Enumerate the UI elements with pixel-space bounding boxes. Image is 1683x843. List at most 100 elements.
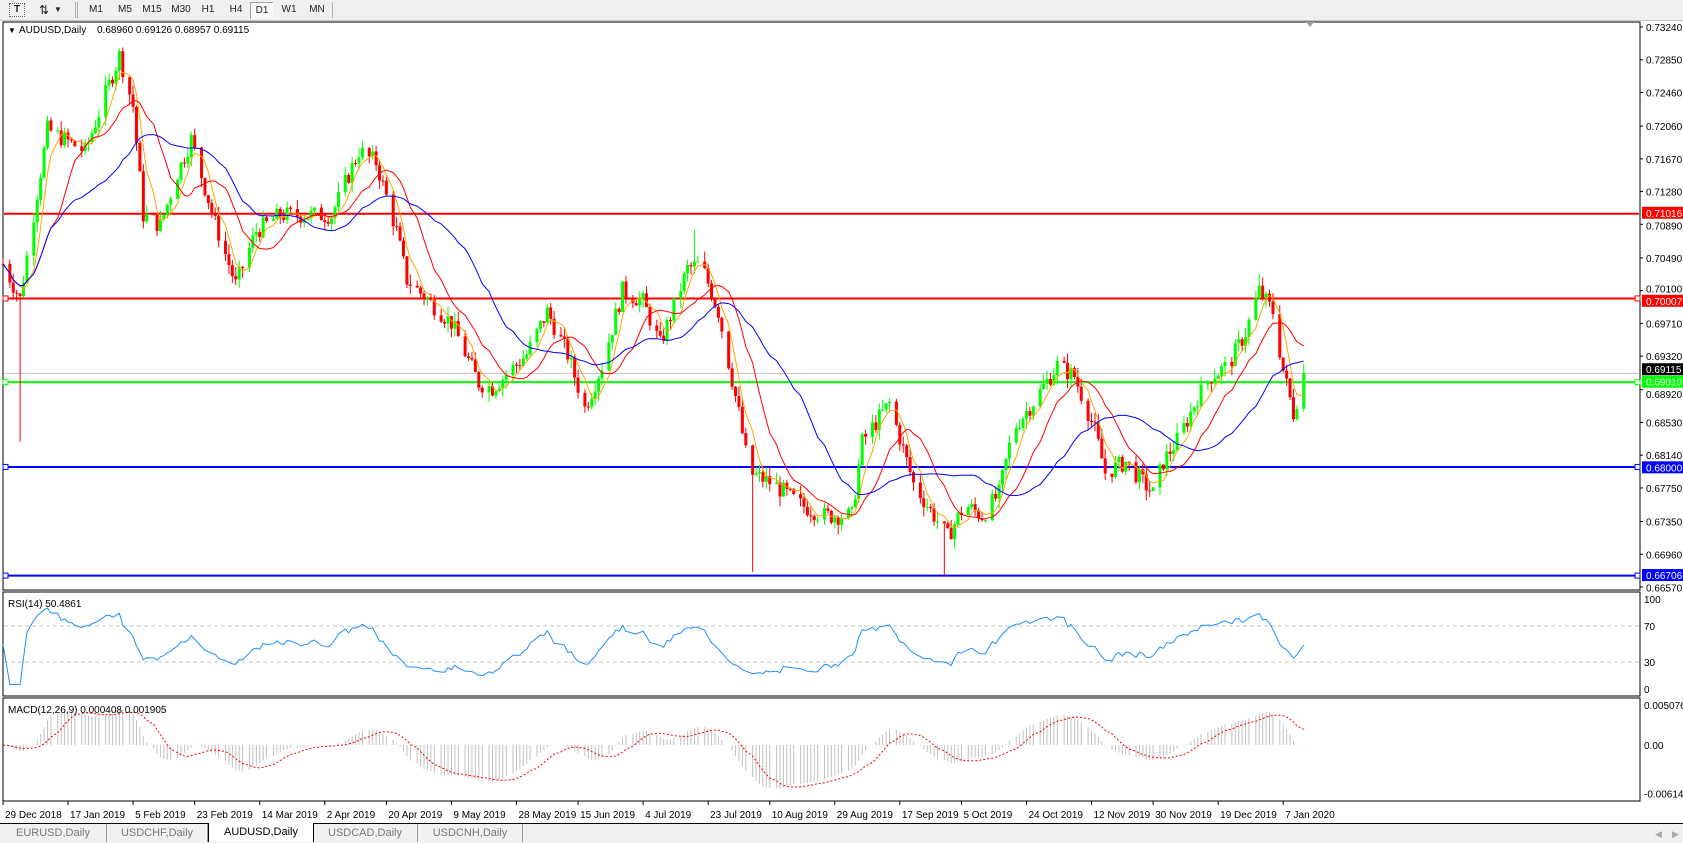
candle-body <box>1052 375 1056 385</box>
candle <box>696 255 700 263</box>
candle-body <box>282 217 286 221</box>
scroll-right-icon[interactable]: ▶ <box>1672 829 1679 839</box>
candle <box>552 310 556 340</box>
candle-body <box>977 510 981 519</box>
candle <box>32 213 36 266</box>
timeframe-h1[interactable]: H1 <box>201 4 215 15</box>
candle <box>645 286 649 308</box>
candle <box>477 370 481 391</box>
candle-body <box>518 365 522 367</box>
candle-body <box>826 508 830 511</box>
timeframe-m30[interactable]: M30 <box>171 4 191 15</box>
candle-body <box>812 516 816 521</box>
candle-body <box>857 464 861 499</box>
tab-usdcnh-daily[interactable]: USDCNH,Daily <box>418 824 523 842</box>
candle-body <box>350 163 354 183</box>
tab-usdchf-daily[interactable]: USDCHF,Daily <box>107 824 208 842</box>
axes: 0.73240 0.72850 0.72460 0.72060 0.71670 0.712… <box>2 23 1683 821</box>
candle-body <box>713 298 717 307</box>
candle-body <box>1288 378 1292 398</box>
candle <box>1165 443 1169 477</box>
candle-body <box>203 178 207 196</box>
candle <box>576 369 580 399</box>
dropdown-arrow-icon[interactable]: ▼ <box>54 5 62 14</box>
candle-body <box>463 336 467 357</box>
candle-body <box>668 319 672 321</box>
candle-body <box>497 388 501 392</box>
candle <box>966 504 970 516</box>
candle-body <box>354 163 358 165</box>
candle <box>668 316 672 330</box>
candle-body <box>983 520 987 522</box>
chart-window[interactable]: 0.71016 0.70007 0.69115 0.69010 0.68000 0.667… <box>0 21 1683 823</box>
line-handle <box>1634 572 1641 579</box>
candle <box>206 194 210 210</box>
candle-body <box>1148 490 1152 492</box>
candle-body <box>706 268 710 284</box>
chart-ohlc-values: 0.68960 0.69126 0.68957 0.69115 <box>97 25 250 36</box>
line-handle <box>1634 295 1641 302</box>
candle <box>90 128 94 145</box>
timeframe-mn[interactable]: MN <box>309 4 325 15</box>
date-axis-label: 17 Jan 2019 <box>70 810 125 821</box>
candle <box>535 327 539 347</box>
tab-usdcad-daily[interactable]: USDCAD,Daily <box>313 824 418 842</box>
candle <box>1185 417 1189 432</box>
candle <box>1261 277 1265 301</box>
candle-body <box>285 207 289 221</box>
timeframe-m1[interactable]: M1 <box>89 4 103 15</box>
price-label-box <box>1642 461 1683 474</box>
candle-body <box>1291 397 1295 420</box>
tab-audusd-daily[interactable]: AUDUSD,Daily <box>208 823 314 842</box>
candle-body <box>265 217 269 221</box>
candle-body <box>648 307 652 326</box>
timeframe-w1[interactable]: W1 <box>281 4 297 15</box>
candle <box>415 280 419 289</box>
text-tool-icon[interactable]: T <box>9 3 25 17</box>
candle-body <box>682 273 686 292</box>
candle-body <box>781 482 785 497</box>
candle-body <box>504 375 508 380</box>
candle <box>1014 422 1018 445</box>
candle-body <box>1254 298 1258 320</box>
candle-body <box>1223 361 1227 367</box>
tab-eurusd-daily[interactable]: EURUSD,Daily <box>0 824 107 842</box>
candle <box>877 403 881 440</box>
candle <box>1288 377 1292 401</box>
candle-body <box>1151 487 1155 492</box>
candle <box>371 145 375 160</box>
price-axis-label: 0.70490 <box>1646 254 1683 265</box>
candle <box>254 223 258 243</box>
timeframe-d1[interactable]: D1 <box>250 2 273 19</box>
candle-body <box>206 195 210 204</box>
candle-body <box>614 308 618 335</box>
scroll-left-icon[interactable]: ◀ <box>1655 829 1662 839</box>
candle <box>1161 464 1165 471</box>
ma-mid-line <box>2 100 1304 520</box>
candle <box>932 503 936 526</box>
timeframe-m5[interactable]: M5 <box>118 4 132 15</box>
candle-body <box>73 140 77 147</box>
candle <box>343 166 347 197</box>
date-axis-label: 28 May 2019 <box>518 810 576 821</box>
symbol-menu-arrow-icon[interactable]: ▼ <box>8 26 16 35</box>
price-axis-label: 0.71280 <box>1646 188 1683 199</box>
candle <box>1113 455 1117 479</box>
candle <box>826 504 830 514</box>
timeframe-m15[interactable]: M15 <box>142 4 162 15</box>
candle-body <box>1028 411 1032 416</box>
macd-indicator <box>2 708 1305 789</box>
chart-shift-marker[interactable] <box>1306 22 1314 27</box>
candle <box>326 216 330 227</box>
rsi-axis-label: 30 <box>1644 658 1656 669</box>
chart-tabs: EURUSD,Daily USDCHF,Daily AUDUSD,Daily U… <box>0 823 1683 843</box>
arrows-tool-icon[interactable]: ⇅ <box>38 3 50 17</box>
candle <box>1038 383 1042 409</box>
candle-body <box>799 493 803 499</box>
timeframe-h4[interactable]: H4 <box>229 4 243 15</box>
price-axis-label: 0.72850 <box>1646 56 1683 67</box>
price-axis-label: 0.69320 <box>1646 352 1683 363</box>
candle <box>538 320 542 333</box>
candle <box>925 498 929 512</box>
candle <box>439 309 443 323</box>
